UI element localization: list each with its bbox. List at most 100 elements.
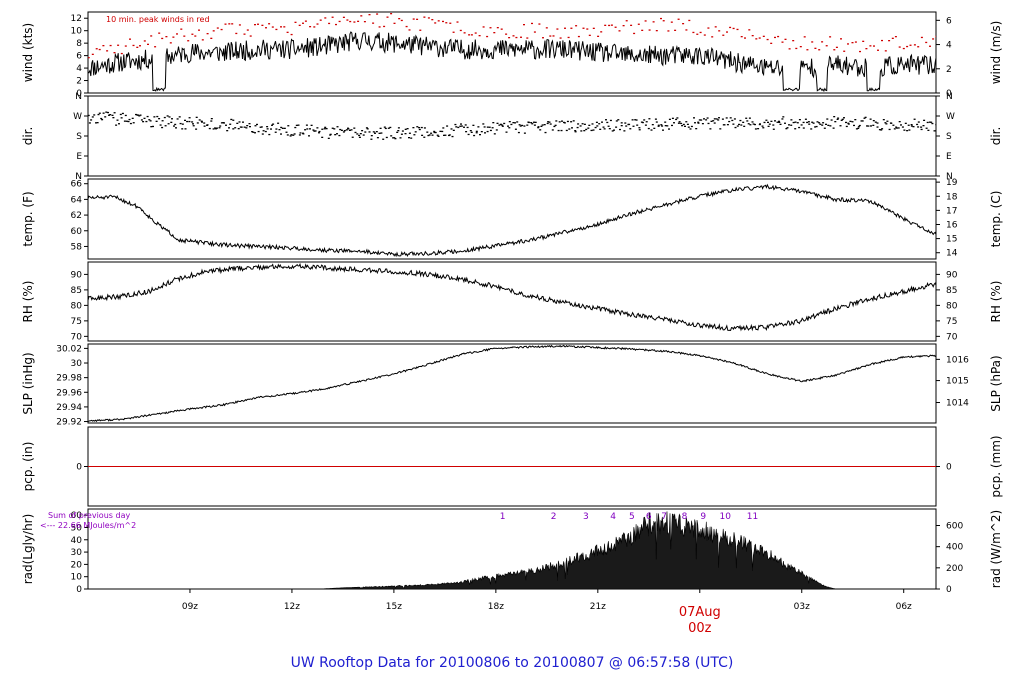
rad-annotation: Sum of previous day <box>48 511 130 520</box>
x-tick-label: 03z <box>794 602 810 612</box>
dir-series-dot <box>467 133 470 136</box>
dir-series-dot <box>768 123 771 125</box>
slp-frame <box>87 343 937 424</box>
temp-right-tick-label: 18 <box>946 192 958 202</box>
dir-series-dot <box>895 126 898 128</box>
rad-hour-mark: 10 <box>720 512 732 522</box>
wind-series-dot <box>331 16 334 18</box>
wind-series-dot <box>313 26 316 28</box>
dir-series-dot <box>685 121 688 123</box>
dir-series-dot <box>568 128 571 130</box>
wind-series-dot <box>873 45 875 47</box>
temp-plot-area <box>88 183 936 258</box>
dir-series-dot <box>577 123 580 125</box>
wind-series-dot <box>136 46 139 48</box>
dir-series-dot <box>418 128 421 131</box>
dir-series-dot <box>93 114 96 116</box>
dir-right-tick-label: W <box>946 112 955 122</box>
wind-right-tick-label: 4 <box>946 41 952 51</box>
dir-series-dot <box>818 122 821 124</box>
wind-series-dot <box>357 20 360 22</box>
dir-series-dot <box>397 130 400 132</box>
dir-series-dot <box>526 124 529 126</box>
temp-right-tick-label: 15 <box>946 235 957 245</box>
dir-series-dot <box>379 127 382 129</box>
dir-series-dot <box>740 124 743 126</box>
wind-series-dot <box>825 45 828 47</box>
wind-series-dot <box>614 26 617 28</box>
dir-series-dot <box>161 120 164 122</box>
dir-series-dot <box>675 118 678 121</box>
wind-series-dot <box>748 29 751 31</box>
rad-hour-mark: 3 <box>583 512 589 522</box>
wind-series-dot <box>235 32 238 35</box>
dir-plot-area <box>88 111 936 140</box>
dir-series-dot <box>605 119 607 121</box>
dir-series-dot <box>251 131 254 133</box>
wind-series-dot <box>935 35 936 38</box>
dir-series-dot <box>759 123 761 125</box>
wind-series-dot <box>442 20 444 23</box>
dir-series-dot <box>625 125 628 127</box>
slp-plot-area <box>88 344 936 423</box>
wind-series-dot <box>106 50 109 52</box>
wind-series-dot <box>821 41 824 43</box>
dir-series-dot <box>168 116 171 118</box>
rh-plot-area <box>88 262 936 332</box>
wind-series-dot <box>88 57 90 59</box>
wind-series-dot <box>445 22 448 24</box>
wind-series-dot <box>113 52 116 54</box>
dir-series-dot <box>886 120 889 122</box>
dir-series-dot <box>608 128 611 130</box>
dir-series-dot <box>781 118 784 120</box>
rh-left-tick-label: 90 <box>71 270 83 280</box>
dir-series-dot <box>729 117 732 119</box>
wind-series-dot <box>132 44 135 47</box>
dir-series-dot <box>628 123 631 126</box>
dir-series-dot <box>776 121 779 123</box>
wind-series-dot <box>729 26 732 29</box>
dir-series-dot <box>104 116 107 118</box>
dir-series-dot <box>370 138 373 140</box>
dir-series-dot <box>206 124 209 126</box>
dir-series-dot <box>757 128 760 130</box>
dir-series-dot <box>565 129 568 132</box>
dir-series-dot <box>268 133 271 136</box>
dir-series-dot <box>598 123 601 125</box>
wind-series-dot <box>298 24 301 26</box>
dir-series-dot <box>935 126 936 128</box>
dir-series-dot <box>798 119 801 121</box>
dir-series-dot <box>613 129 615 131</box>
wind-series-dot <box>427 17 430 19</box>
dir-series-dot <box>459 125 462 127</box>
dir-series-dot <box>240 126 243 128</box>
dir-series-dot <box>184 128 187 130</box>
wind-series-dot <box>925 41 928 44</box>
wind-series-dot <box>913 44 916 46</box>
wind-series-dot <box>859 50 861 53</box>
wind-series-dot <box>423 16 426 18</box>
dir-series-dot <box>638 129 641 131</box>
dir-series-dot <box>480 131 483 133</box>
dir-series-dot <box>819 123 822 125</box>
dir-series-dot <box>153 116 156 118</box>
dir-series-dot <box>554 124 557 126</box>
dir-series-dot <box>246 125 249 127</box>
wind-series-dot <box>814 47 817 49</box>
dir-series-dot <box>392 137 395 139</box>
dir-series-dot <box>302 133 305 135</box>
dir-series-dot <box>701 123 704 125</box>
dir-series-dot <box>770 120 773 122</box>
x-tick-label: 00z <box>688 621 712 636</box>
dir-series-dot <box>807 121 810 123</box>
dir-series-dot <box>274 131 277 133</box>
dir-series-dot <box>898 121 901 123</box>
rh-right-tick-label: 90 <box>946 270 958 280</box>
rh-left-tick-label: 85 <box>71 286 82 296</box>
dir-series-dot <box>372 131 375 133</box>
dir-series-dot <box>885 123 888 125</box>
dir-series-dot <box>229 123 232 125</box>
wind-series-dot <box>419 29 422 31</box>
dir-series-dot <box>861 120 864 122</box>
rh-left-tick-label: 80 <box>71 301 83 311</box>
